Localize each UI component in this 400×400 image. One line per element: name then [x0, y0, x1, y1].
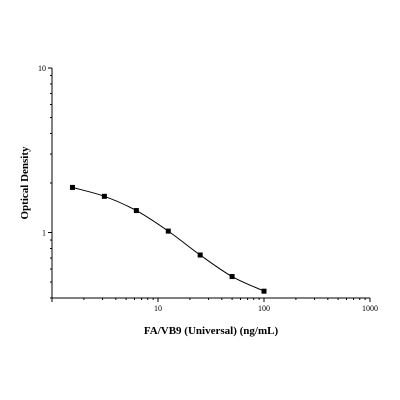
x-tick-label: 100	[258, 304, 270, 313]
fit-curve-line	[72, 186, 265, 292]
axes	[51, 68, 370, 299]
data-point	[261, 288, 267, 294]
y-tick-label: 1	[42, 229, 46, 238]
data-point	[229, 274, 235, 280]
x-tick-label: 10	[154, 304, 162, 313]
data-point	[101, 193, 107, 199]
x-axis-title: FA/VB9 (Universal) (ng/mL)	[144, 325, 279, 337]
data-points	[69, 184, 267, 294]
data-point	[165, 228, 171, 234]
y-tick-label: 10	[38, 64, 46, 73]
x-ticks: 10 100 1000	[51, 298, 378, 313]
y-ticks: 1 10	[38, 64, 52, 299]
data-point	[133, 208, 139, 214]
y-axis-title: Optical Density	[19, 146, 31, 220]
data-point	[69, 184, 75, 190]
x-tick-label: 1000	[362, 304, 378, 313]
data-point	[197, 252, 203, 258]
